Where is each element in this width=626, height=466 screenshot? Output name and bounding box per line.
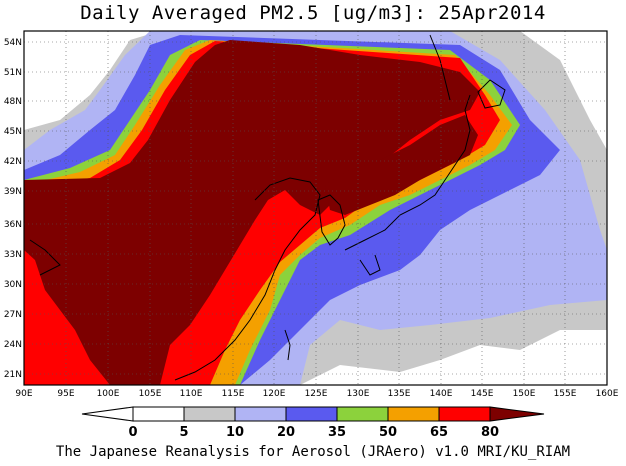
concentration-fields [24,31,607,385]
lat-label: 30N [4,280,22,290]
lon-label: 115E [222,389,245,399]
colorbar-bin [234,406,287,422]
lat-label: 21N [4,370,22,380]
colorbar-bin [183,406,236,422]
map-frame [23,30,608,386]
colorbar-under-arrow [81,406,134,422]
lat-label: 54N [4,38,22,48]
lat-label: 36N [4,220,22,230]
lon-label: 105E [139,389,162,399]
lat-label: 48N [4,97,22,107]
colorbar-tick-label: 35 [328,425,346,440]
colorbar-tick-label: 20 [277,425,295,440]
lon-label: 155E [554,389,577,399]
colorbar-tick-label: 50 [379,425,397,440]
colorbar-tick-label: 80 [481,425,499,440]
lat-label: 33N [4,250,22,260]
lon-label: 135E [388,389,411,399]
colorbar-bin [438,406,491,422]
lon-label: 100E [97,389,120,399]
lat-label: 27N [4,310,22,320]
footer-credit: The Japanese Reanalysis for Aerosol (JRA… [55,444,571,460]
graticule [24,31,607,385]
lat-label: 39N [4,187,22,197]
lon-label: 145E [471,389,494,399]
colorbar: 0 5 10 20 35 50 65 80 [81,406,545,440]
lat-label: 24N [4,340,22,350]
field-over-80 [24,40,480,385]
map-title: Daily Averaged PM2.5 [ug/m3]: 25Apr2014 [80,2,546,24]
colorbar-bin [336,406,389,422]
lon-label: 140E [430,389,453,399]
colorbar-bin [285,406,338,422]
lon-label: 120E [263,389,286,399]
lon-label: 160E [596,389,619,399]
lat-labels: 54N 51N 48N 45N 42N 39N 36N 33N 30N 27N … [4,38,22,380]
lon-label: 130E [347,389,370,399]
lon-label: 90E [15,389,32,399]
colorbar-tick-label: 10 [226,425,244,440]
lat-label: 45N [4,127,22,137]
colorbar-tick-label: 65 [430,425,448,440]
colorbar-tick-label: 0 [128,425,137,440]
coastlines [29,34,506,381]
lat-label: 51N [4,68,22,78]
lon-label: 125E [305,389,328,399]
lon-labels: 90E 95E 100E 105E 110E 115E 120E 125E 13… [15,389,618,399]
lon-label: 110E [180,389,203,399]
lat-label: 42N [4,157,22,167]
colorbar-tick-label: 5 [179,425,188,440]
lon-label: 95E [57,389,74,399]
colorbar-over-arrow [489,406,545,422]
colorbar-bin [387,406,440,422]
colorbar-bin [132,406,185,422]
field-over-80-korea-band [325,115,478,215]
lon-label: 150E [513,389,536,399]
